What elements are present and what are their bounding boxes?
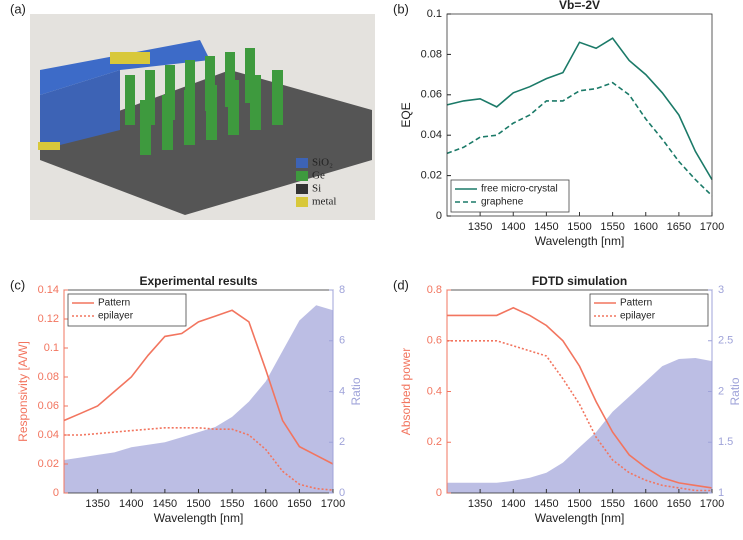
series-line — [447, 38, 712, 179]
y-tick-label: 0.06 — [38, 400, 59, 412]
chart-title: Experimental results — [139, 274, 257, 288]
x-axis-label: Wavelength [nm] — [154, 511, 244, 525]
legend-swatch — [296, 184, 308, 194]
y2-tick-label: 8 — [339, 284, 345, 296]
x-tick-label: 1700 — [700, 498, 724, 510]
x-tick-label: 1700 — [321, 498, 345, 510]
x-tick-label: 1450 — [534, 498, 558, 510]
y-tick-label: 0.04 — [38, 429, 59, 441]
x-tick-label: 1650 — [287, 498, 311, 510]
panel-label: (a) — [10, 1, 26, 16]
y2-tick-label: 2.5 — [718, 335, 733, 347]
y-axis-label: Responsivity [A/W] — [16, 341, 30, 442]
y2-axis-label: Ratio — [349, 377, 363, 405]
illustration: SiO₂ Ge Si metal (a) — [10, 1, 375, 220]
y-tick-label: 0.14 — [38, 284, 59, 296]
x-tick-label: 1450 — [534, 221, 558, 233]
legend-label: epilayer — [620, 311, 656, 322]
legend-label: Pattern — [98, 298, 130, 309]
x-tick-label: 1400 — [501, 498, 525, 510]
x-tick-label: 1500 — [186, 498, 210, 510]
legend-swatch — [296, 171, 308, 181]
x-tick-label: 1350 — [468, 221, 492, 233]
y-tick-label: 0.12 — [38, 313, 59, 325]
x-tick-label: 1450 — [153, 498, 177, 510]
y-tick-label: 0.08 — [421, 48, 442, 60]
y2-tick-label: 4 — [339, 385, 345, 397]
y-tick-label: 0.1 — [427, 8, 442, 20]
y-axis-label: EQE — [399, 102, 413, 127]
y-tick-label: 0.1 — [44, 342, 59, 354]
y-tick-label: 0 — [436, 487, 442, 499]
legend-label: Si — [312, 183, 321, 195]
y2-tick-label: 1.5 — [718, 436, 733, 448]
y2-axis-label: Ratio — [728, 377, 742, 405]
x-tick-label: 1550 — [600, 498, 624, 510]
panel-label: (b) — [393, 1, 409, 16]
y2-tick-label: 0 — [339, 487, 345, 499]
x-tick-label: 1400 — [501, 221, 525, 233]
metal-pad — [110, 52, 150, 64]
x-axis-label: Wavelength [nm] — [535, 511, 625, 525]
y-tick-label: 0.06 — [421, 89, 442, 101]
y-tick-label: 0.08 — [38, 371, 59, 383]
x-tick-label: 1600 — [634, 498, 658, 510]
y-tick-label: 0.02 — [38, 458, 59, 470]
legend-label: Pattern — [620, 298, 652, 309]
y2-tick-label: 3 — [718, 284, 724, 296]
x-tick-label: 1350 — [468, 498, 492, 510]
y2-tick-label: 2 — [339, 436, 345, 448]
series-line — [447, 83, 712, 196]
legend-label: free micro-crystal — [481, 184, 558, 195]
legend-swatch — [296, 158, 308, 168]
y-axis-label: Absorbed power — [399, 348, 413, 435]
x-tick-label: 1700 — [700, 221, 724, 233]
legend-label: metal — [312, 196, 336, 208]
legend-swatch — [296, 197, 308, 207]
x-tick-label: 1650 — [667, 498, 691, 510]
chart-title: Vb=-2V — [559, 0, 600, 12]
x-tick-label: 1600 — [634, 221, 658, 233]
figure: SiO₂ Ge Si metal (a) 1350140014501500155… — [0, 0, 743, 535]
y-tick-label: 0.2 — [427, 436, 442, 448]
x-tick-label: 1350 — [85, 498, 109, 510]
x-tick-label: 1650 — [667, 221, 691, 233]
panel-label: (c) — [10, 277, 25, 292]
y-tick-label: 0.4 — [427, 385, 442, 397]
legend-label: graphene — [481, 197, 524, 208]
x-tick-label: 1550 — [600, 221, 624, 233]
chart-title: FDTD simulation — [532, 274, 627, 288]
legend-label: Ge — [312, 170, 325, 182]
y2-tick-label: 6 — [339, 335, 345, 347]
x-tick-label: 1400 — [119, 498, 143, 510]
x-axis-label: Wavelength [nm] — [535, 234, 625, 248]
ratio-area — [447, 358, 712, 493]
x-tick-label: 1500 — [567, 221, 591, 233]
legend-label: epilayer — [98, 311, 134, 322]
legend-label: SiO₂ — [312, 157, 333, 169]
x-tick-label: 1500 — [567, 498, 591, 510]
y-tick-label: 0.04 — [421, 129, 442, 141]
y2-tick-label: 1 — [718, 487, 724, 499]
metal-pad — [38, 142, 60, 150]
ratio-area — [64, 305, 333, 493]
y-tick-label: 0.6 — [427, 335, 442, 347]
x-tick-label: 1550 — [220, 498, 244, 510]
y-tick-label: 0.02 — [421, 170, 442, 182]
panel-label: (d) — [393, 277, 409, 292]
x-tick-label: 1600 — [254, 498, 278, 510]
y-tick-label: 0 — [436, 210, 442, 222]
y-tick-label: 0.8 — [427, 284, 442, 296]
y-tick-label: 0 — [53, 487, 59, 499]
y2-tick-label: 2 — [718, 385, 724, 397]
